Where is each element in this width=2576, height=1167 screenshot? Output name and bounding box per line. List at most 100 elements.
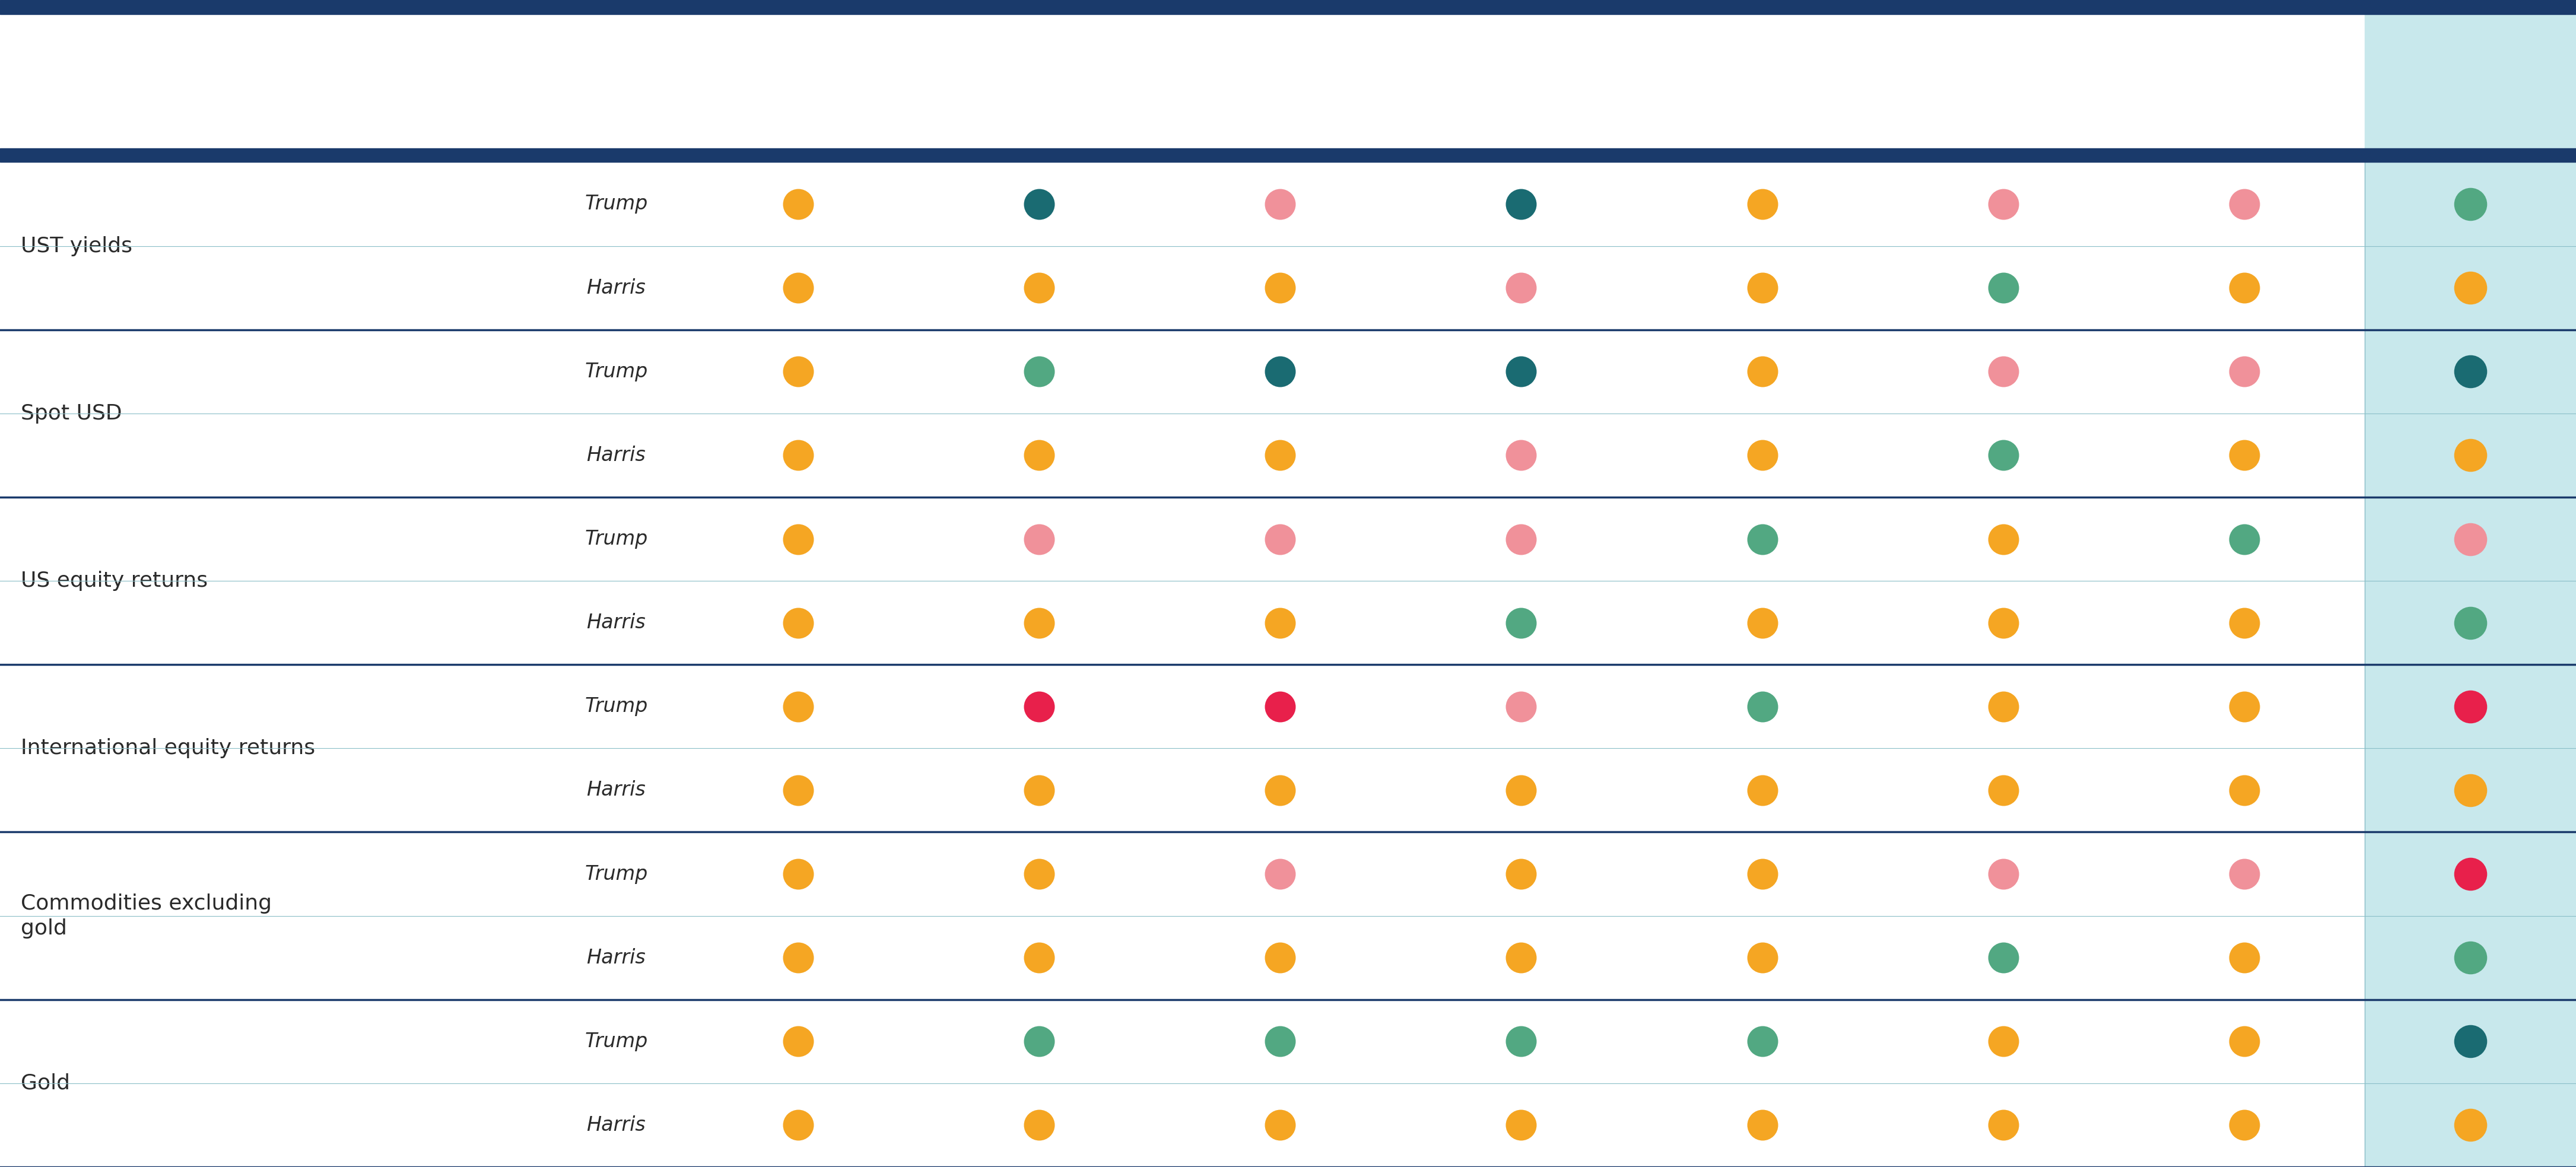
- Point: [1984, 949, 2025, 967]
- Point: [2223, 949, 2264, 967]
- Point: [2450, 530, 2491, 548]
- Point: [2450, 362, 2491, 380]
- Point: [1741, 781, 1783, 799]
- Point: [1018, 949, 1059, 967]
- Point: [1260, 614, 1301, 633]
- Text: US equity returns: US equity returns: [21, 571, 209, 591]
- Bar: [2365, 413, 2576, 497]
- Text: Harris: Harris: [587, 948, 647, 967]
- Bar: [0, 581, 2365, 665]
- Point: [1499, 865, 1540, 883]
- Text: Trade
policy: Trade policy: [1007, 57, 1072, 105]
- Bar: [0, 0, 2576, 14]
- Point: [1499, 949, 1540, 967]
- Point: [2223, 614, 2264, 633]
- Point: [1499, 195, 1540, 214]
- Bar: [0, 832, 2365, 916]
- Point: [2223, 530, 2264, 548]
- Text: Trump: Trump: [585, 864, 647, 883]
- Point: [1018, 614, 1059, 633]
- Text: Fiscal
policy: Fiscal policy: [765, 57, 832, 105]
- Point: [2450, 1032, 2491, 1050]
- Bar: [0, 413, 2365, 497]
- Point: [1741, 865, 1783, 883]
- Point: [778, 195, 819, 214]
- Point: [1741, 1032, 1783, 1050]
- Bar: [2365, 14, 2576, 148]
- Point: [1741, 697, 1783, 715]
- Text: Harris: Harris: [587, 613, 647, 633]
- Text: Harris: Harris: [587, 446, 647, 466]
- Point: [1260, 530, 1301, 548]
- Text: Monetary policy
independence: Monetary policy independence: [1672, 57, 1852, 105]
- Bar: [0, 246, 2365, 330]
- Bar: [0, 162, 2365, 246]
- Point: [2450, 949, 2491, 967]
- Text: Trump: Trump: [585, 194, 647, 214]
- Point: [1018, 446, 1059, 464]
- Point: [1260, 865, 1301, 883]
- Point: [1018, 1116, 1059, 1134]
- Point: [1984, 530, 2025, 548]
- Point: [2450, 195, 2491, 214]
- Point: [1741, 1116, 1783, 1134]
- Text: Climate
policy: Climate policy: [1960, 57, 2045, 105]
- Point: [2223, 446, 2264, 464]
- Point: [1984, 1032, 2025, 1050]
- Point: [778, 697, 819, 715]
- Point: [1499, 781, 1540, 799]
- Bar: [2365, 162, 2576, 246]
- Point: [2450, 446, 2491, 464]
- Point: [778, 530, 819, 548]
- Point: [2223, 781, 2264, 799]
- Point: [778, 614, 819, 633]
- Point: [1741, 530, 1783, 548]
- Point: [1499, 362, 1540, 380]
- Text: Harris: Harris: [587, 781, 647, 801]
- Point: [1984, 279, 2025, 298]
- Point: [1018, 195, 1059, 214]
- Point: [1741, 279, 1783, 298]
- Point: [2223, 195, 2264, 214]
- Point: [1018, 1032, 1059, 1050]
- Point: [1260, 1032, 1301, 1050]
- Point: [1260, 446, 1301, 464]
- Text: Gold: Gold: [21, 1074, 70, 1093]
- Point: [1741, 362, 1783, 380]
- Point: [1499, 530, 1540, 548]
- Point: [1499, 1116, 1540, 1134]
- Point: [1260, 279, 1301, 298]
- Point: [1260, 697, 1301, 715]
- Point: [1260, 781, 1301, 799]
- Point: [1984, 614, 2025, 633]
- Point: [1984, 697, 2025, 715]
- Bar: [2365, 832, 2576, 916]
- Point: [1984, 1116, 2025, 1134]
- Text: Institutional
approach*: Institutional approach*: [1211, 57, 1350, 105]
- Point: [1260, 362, 1301, 380]
- Point: [1018, 530, 1059, 548]
- Point: [1499, 446, 1540, 464]
- Point: [2450, 781, 2491, 799]
- Bar: [0, 330, 2365, 413]
- Point: [1741, 949, 1783, 967]
- Point: [1741, 195, 1783, 214]
- Point: [2223, 362, 2264, 380]
- Text: UST yields: UST yields: [21, 236, 131, 256]
- Text: Immigration
policy: Immigration policy: [1453, 57, 1589, 105]
- Text: Harris: Harris: [587, 278, 647, 298]
- Point: [2450, 614, 2491, 633]
- Point: [778, 865, 819, 883]
- Point: [1499, 1032, 1540, 1050]
- Text: International equity returns: International equity returns: [21, 739, 314, 759]
- Text: Average: Average: [2424, 71, 2517, 91]
- Point: [778, 279, 819, 298]
- Point: [778, 362, 819, 380]
- Point: [1018, 697, 1059, 715]
- Bar: [2365, 246, 2576, 330]
- Point: [1018, 279, 1059, 298]
- Bar: [0, 665, 2365, 748]
- Text: Harris: Harris: [587, 1116, 647, 1135]
- Text: Commodities excluding
gold: Commodities excluding gold: [21, 893, 270, 938]
- Point: [1260, 949, 1301, 967]
